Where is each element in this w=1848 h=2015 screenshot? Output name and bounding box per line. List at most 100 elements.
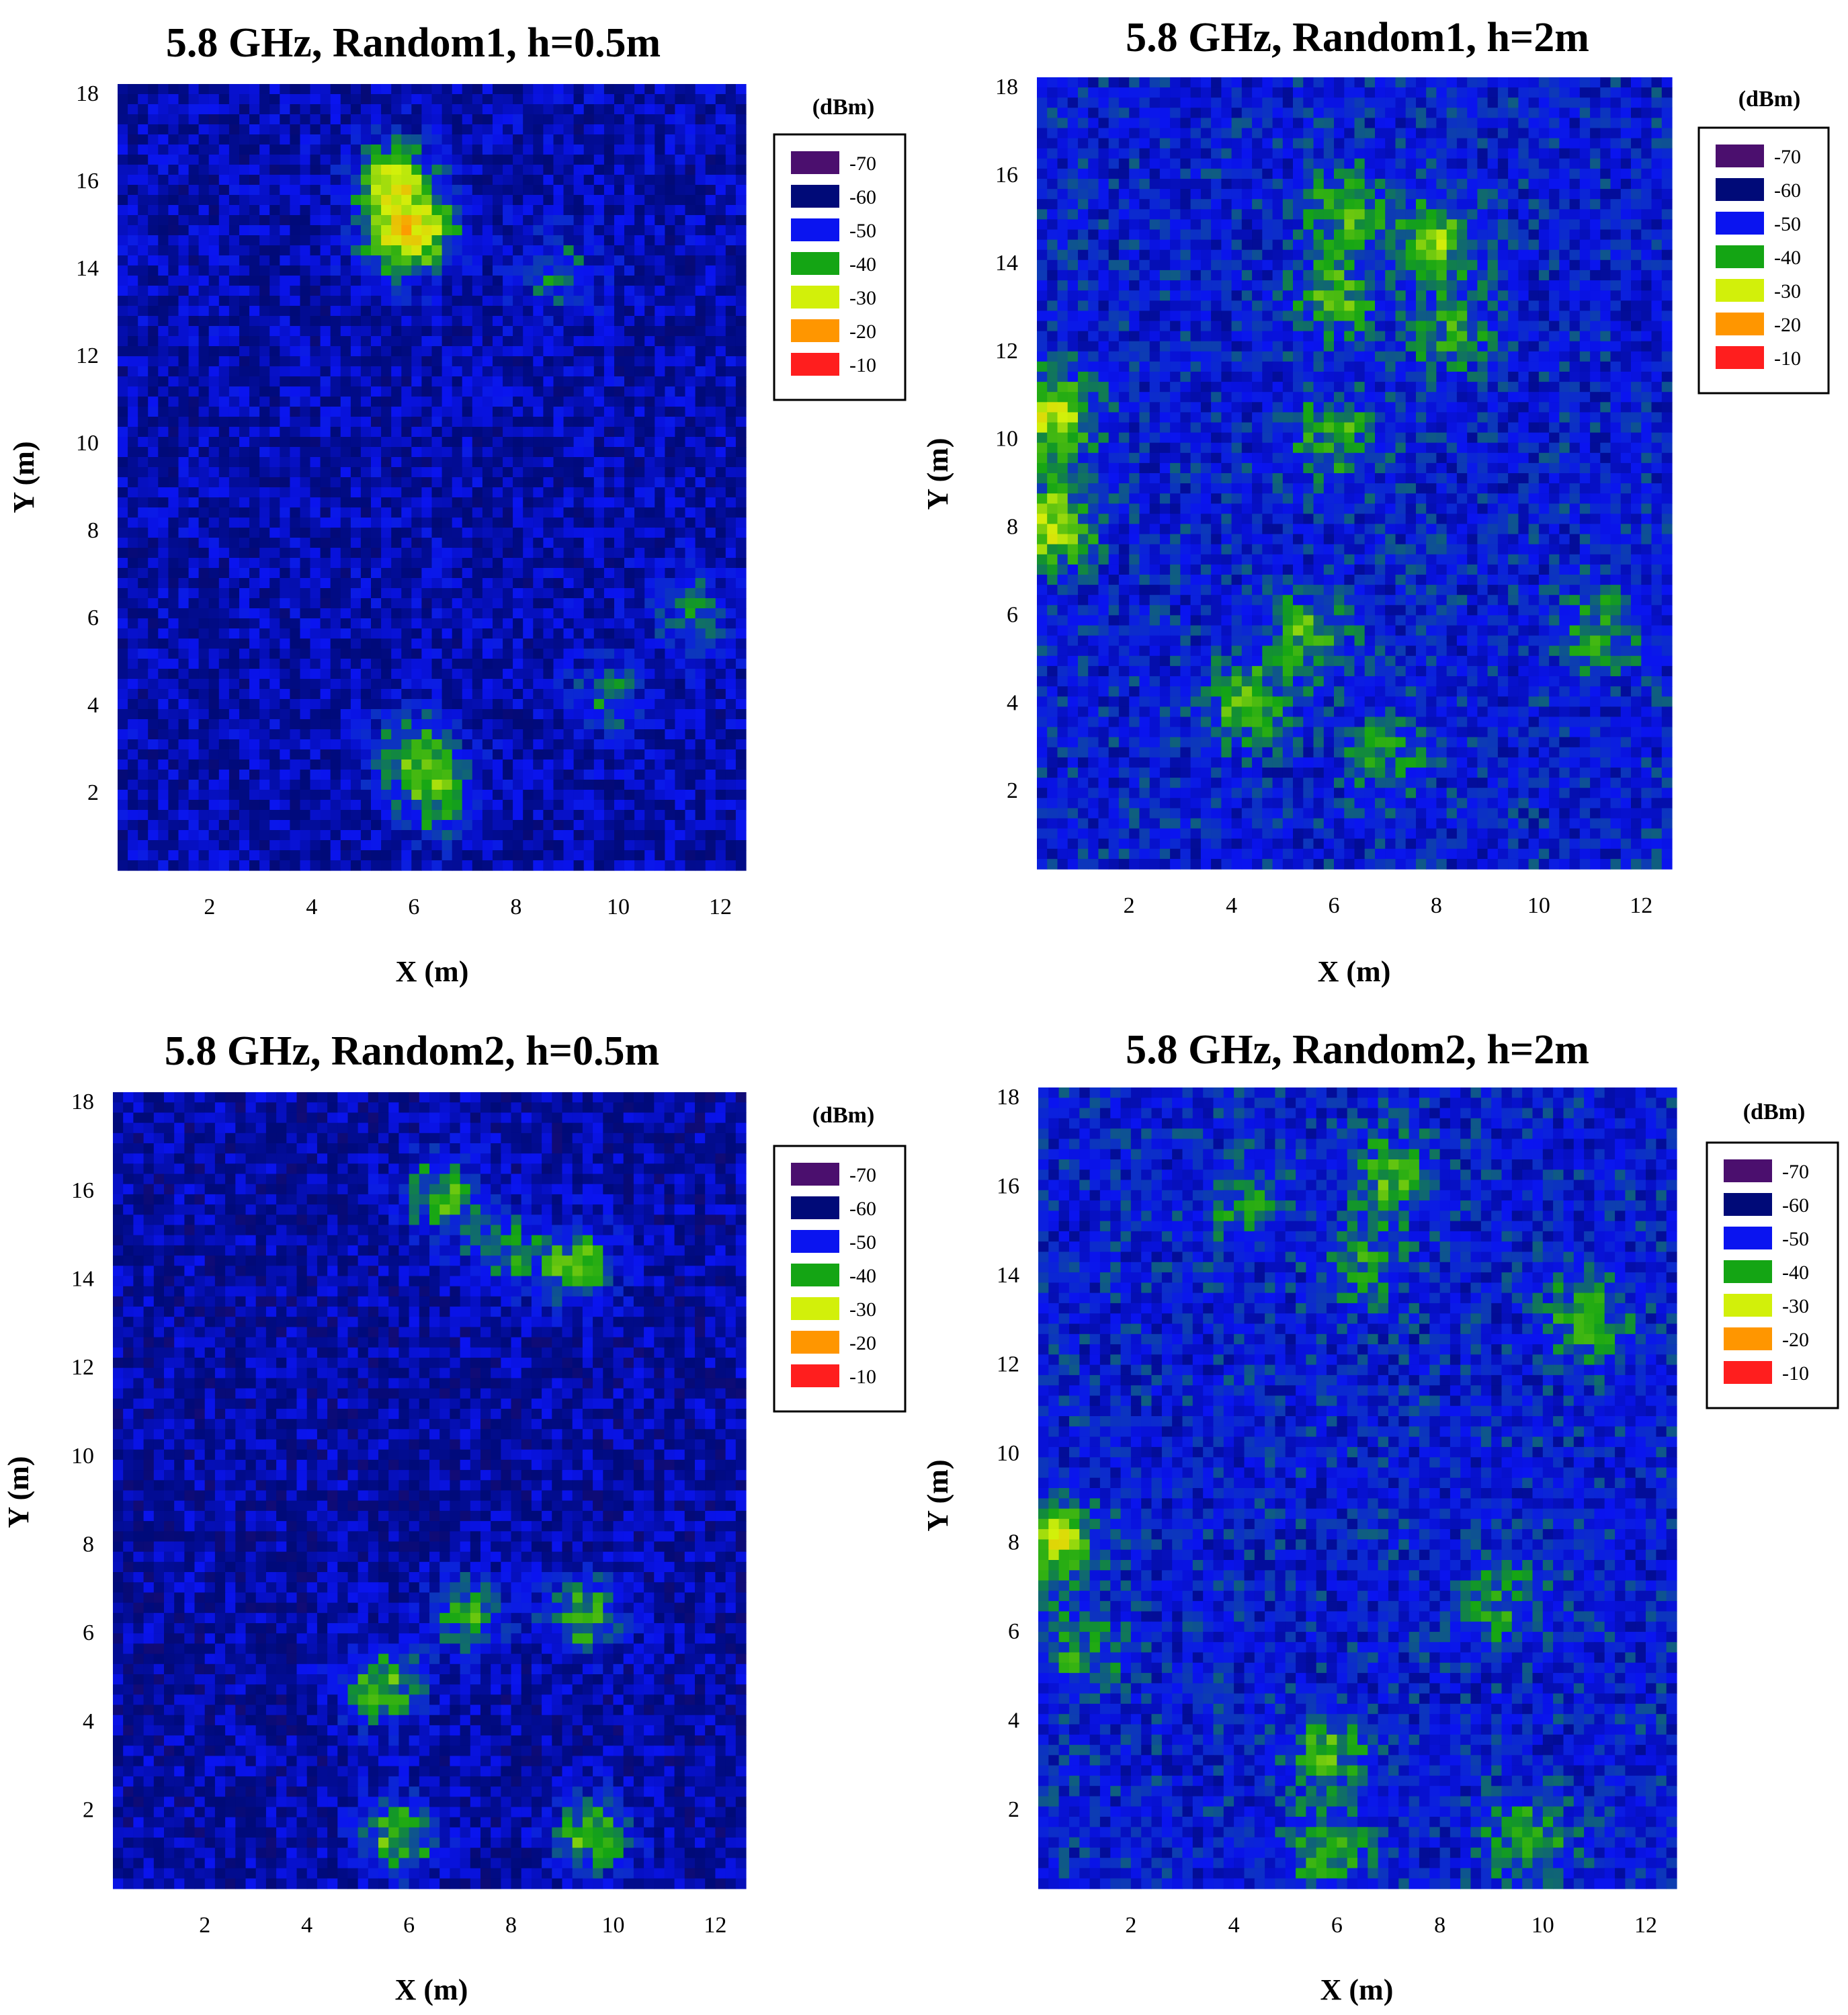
heatmap-cell xyxy=(493,800,503,811)
heatmap-cell xyxy=(482,225,493,236)
heatmap-cell xyxy=(603,276,615,286)
heatmap-cell xyxy=(533,780,544,790)
heatmap-cell xyxy=(411,739,422,750)
heatmap-cell xyxy=(188,427,200,438)
heatmap-cell xyxy=(593,94,605,105)
heatmap-cell xyxy=(472,840,483,851)
heatmap-cell xyxy=(553,356,564,367)
heatmap-cell xyxy=(360,649,372,659)
heatmap-cell xyxy=(442,356,453,367)
heatmap-cell xyxy=(421,94,433,105)
heatmap-cell xyxy=(340,689,351,700)
heatmap-cell xyxy=(603,860,615,871)
heatmap-cell xyxy=(178,336,190,347)
heatmap-cell xyxy=(614,810,625,821)
heatmap-cell xyxy=(218,618,230,629)
heatmap-cell xyxy=(118,386,128,397)
heatmap-cell xyxy=(644,145,655,155)
heatmap-cell xyxy=(603,598,615,609)
heatmap-cell xyxy=(158,346,169,357)
heatmap-cell xyxy=(401,94,412,105)
heatmap-cell xyxy=(1334,87,1345,98)
heatmap-cell xyxy=(644,155,655,165)
heatmap-cell xyxy=(695,679,706,690)
heatmap-cell xyxy=(725,507,737,518)
heatmap-cell xyxy=(381,810,392,821)
x-axis-label: X (m) xyxy=(396,955,469,988)
heatmap-cell xyxy=(249,497,260,508)
heatmap-cell xyxy=(218,507,230,518)
heatmap-cell xyxy=(259,397,270,407)
heatmap-cell xyxy=(503,356,513,367)
heatmap-cell xyxy=(675,407,686,417)
heatmap-cell xyxy=(715,538,726,548)
heatmap-cell xyxy=(715,628,726,639)
heatmap-cell xyxy=(482,417,493,427)
heatmap-cell xyxy=(259,165,270,175)
heatmap-cell xyxy=(128,366,138,377)
heatmap-cell xyxy=(128,860,138,871)
heatmap-cell xyxy=(128,518,138,528)
heatmap-cell xyxy=(725,175,737,186)
heatmap-cell xyxy=(188,780,200,790)
heatmap-cell xyxy=(401,255,412,266)
heatmap-cell xyxy=(472,628,483,639)
heatmap-cell xyxy=(523,437,534,448)
heatmap-cell xyxy=(462,366,473,377)
heatmap-cell xyxy=(452,235,463,246)
heatmap-cell xyxy=(148,538,159,548)
heatmap-cell xyxy=(462,840,473,851)
heatmap-cell xyxy=(340,195,351,206)
heatmap-cell xyxy=(705,185,716,196)
heatmap-cell xyxy=(421,729,433,740)
heatmap-cell xyxy=(523,628,534,639)
heatmap-cell xyxy=(563,467,575,478)
heatmap-cell xyxy=(442,175,453,186)
heatmap-cell xyxy=(421,316,433,327)
heatmap-cell xyxy=(614,538,625,548)
heatmap-cell xyxy=(553,145,564,155)
heatmap-cell xyxy=(269,649,280,659)
heatmap-cell xyxy=(391,437,402,448)
heatmap-cell xyxy=(442,306,453,317)
heatmap-cell xyxy=(513,709,523,720)
heatmap-cell xyxy=(614,427,625,438)
heatmap-cell xyxy=(503,719,513,730)
heatmap-cell xyxy=(543,386,554,397)
heatmap-cell xyxy=(269,134,280,145)
heatmap-cell xyxy=(655,124,665,135)
heatmap-cell xyxy=(228,558,240,569)
heatmap-cell xyxy=(249,356,260,367)
heatmap-cell xyxy=(198,255,210,266)
heatmap-cell xyxy=(603,366,615,377)
heatmap-cell xyxy=(543,598,554,609)
heatmap-cell xyxy=(503,195,513,206)
heatmap-cell xyxy=(228,336,240,347)
heatmap-cell xyxy=(249,568,260,579)
heatmap-cell xyxy=(411,366,422,377)
heatmap-cell xyxy=(695,417,706,427)
heatmap-cell xyxy=(239,417,250,427)
heatmap-cell xyxy=(482,457,493,468)
heatmap-cell xyxy=(148,185,159,196)
heatmap-cell xyxy=(320,618,331,629)
heatmap-cell xyxy=(563,659,575,669)
heatmap-cell xyxy=(563,447,575,458)
heatmap-cell xyxy=(148,336,159,347)
heatmap-cell xyxy=(614,699,625,710)
heatmap-cell xyxy=(371,306,382,317)
heatmap-cell xyxy=(168,860,179,871)
heatmap-cell xyxy=(158,155,169,165)
heatmap-cell xyxy=(493,608,503,619)
heatmap-cell xyxy=(482,397,493,407)
heatmap-cell xyxy=(128,376,138,387)
heatmap-cell xyxy=(644,507,655,518)
heatmap-cell xyxy=(118,326,128,337)
heatmap-cell xyxy=(603,447,615,458)
heatmap-cell xyxy=(401,608,412,619)
heatmap-cell xyxy=(705,376,716,387)
heatmap-cell xyxy=(421,477,433,488)
heatmap-cell xyxy=(431,729,443,740)
heatmap-cell xyxy=(1139,77,1150,88)
heatmap-cell xyxy=(158,265,169,276)
